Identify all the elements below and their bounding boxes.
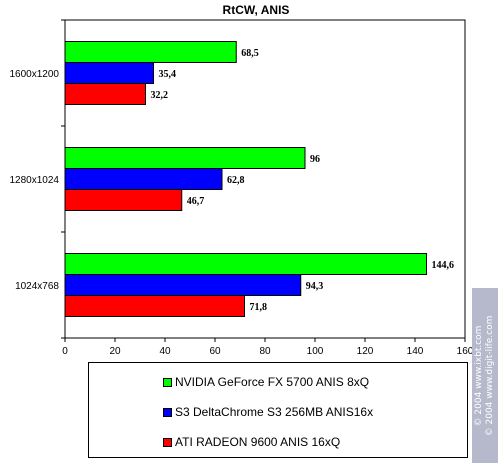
watermark-text: © 2004 www.ixbt.com © 2004 www.digit-lif… bbox=[474, 316, 496, 437]
x-tick-label: 0 bbox=[62, 346, 68, 357]
legend-swatch-ati bbox=[163, 437, 172, 447]
legend-label-s3: S3 DeltaChrome S3 256MB ANIS16x bbox=[175, 405, 374, 419]
watermark-line-2: © 2004 www.digit-life.com bbox=[485, 315, 495, 437]
bar bbox=[64, 168, 223, 190]
legend-swatch-s3 bbox=[163, 407, 172, 417]
bar bbox=[64, 83, 146, 105]
bar bbox=[64, 295, 245, 317]
category-label: 1600x1200 bbox=[10, 69, 60, 80]
x-tick-label: 80 bbox=[259, 346, 271, 357]
data-label: 32,2 bbox=[151, 90, 169, 101]
data-label: 96 bbox=[310, 154, 320, 165]
legend-item-nvidia: NVIDIA GeForce FX 5700 ANIS 8xQ bbox=[163, 374, 369, 390]
data-label: 46,7 bbox=[187, 196, 205, 207]
x-tick-label: 140 bbox=[407, 346, 424, 357]
legend-item-ati: ATI RADEON 9600 ANIS 16xQ bbox=[163, 434, 340, 450]
chart-title: RtCW, ANIS bbox=[223, 3, 290, 17]
bar bbox=[64, 274, 302, 296]
x-tick-label: 160 bbox=[457, 346, 474, 357]
legend-swatch-nvidia bbox=[163, 377, 172, 387]
watermark: © 2004 www.ixbt.com © 2004 www.digit-lif… bbox=[472, 288, 498, 463]
data-label: 68,5 bbox=[241, 48, 259, 59]
watermark-line-1: © 2004 www.ixbt.com bbox=[474, 325, 484, 427]
data-label: 35,4 bbox=[159, 69, 177, 80]
bar bbox=[64, 189, 183, 211]
legend-label-nvidia: NVIDIA GeForce FX 5700 ANIS 8xQ bbox=[175, 375, 370, 389]
bar bbox=[64, 253, 427, 275]
x-tick-label: 60 bbox=[209, 346, 221, 357]
bar bbox=[64, 41, 237, 63]
x-tick-label: 40 bbox=[159, 346, 171, 357]
x-tick-label: 100 bbox=[307, 346, 324, 357]
data-label: 62,8 bbox=[227, 175, 245, 186]
bar bbox=[64, 62, 154, 84]
bar bbox=[64, 147, 306, 169]
x-tick-label: 20 bbox=[109, 346, 121, 357]
legend-label-ati: ATI RADEON 9600 ANIS 16xQ bbox=[175, 435, 341, 449]
data-label: 94,3 bbox=[306, 281, 324, 292]
x-tick-label: 120 bbox=[357, 346, 374, 357]
category-label: 1280x1024 bbox=[10, 175, 60, 186]
legend: NVIDIA GeForce FX 5700 ANIS 8xQ S3 Delta… bbox=[88, 362, 468, 458]
category-label: 1024x768 bbox=[15, 281, 59, 292]
data-label: 144,6 bbox=[432, 260, 455, 271]
data-label: 71,8 bbox=[250, 302, 268, 313]
legend-item-s3: S3 DeltaChrome S3 256MB ANIS16x bbox=[163, 404, 373, 420]
